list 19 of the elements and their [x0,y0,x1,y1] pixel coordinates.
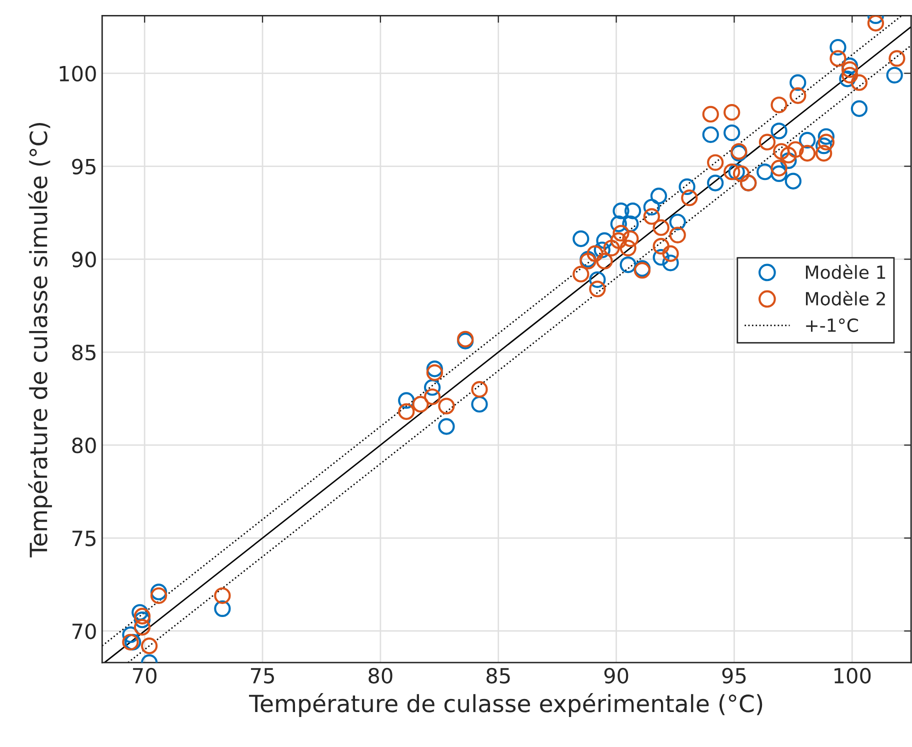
x-tick-label: 85 [486,668,510,684]
x-tick-label: 90 [604,668,628,684]
legend-label: Modèle 2 [806,290,885,306]
legend-label: +-1°C [806,318,858,332]
x-axis-title: Température de culasse expérimentale (°C) [249,693,762,717]
x-tick-label: 70 [133,668,156,684]
x-tick-label: 75 [250,668,274,684]
x-tick-label: 95 [722,668,746,684]
y-axis-title: Température de culasse simulée (°C) [28,122,52,558]
y-tick-label: 100 [60,66,96,82]
y-tick-label: 90 [72,252,96,268]
x-tick-label: 80 [368,668,392,684]
y-tick-label: 95 [72,158,96,174]
y-tick-label: 75 [72,530,96,546]
legend-label: Modèle 1 [806,264,886,280]
x-tick-label: 100 [834,668,871,684]
y-tick-label: 85 [72,344,96,360]
y-tick-label: 80 [72,438,96,454]
y-tick-label: 70 [72,623,96,640]
